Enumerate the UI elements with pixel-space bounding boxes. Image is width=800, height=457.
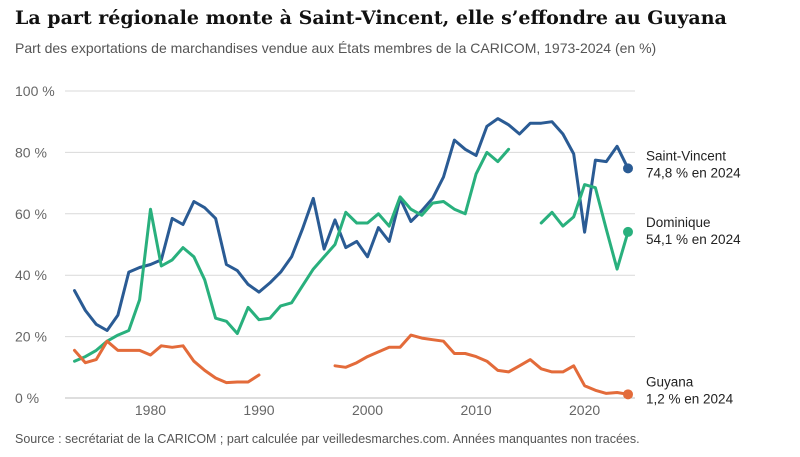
series-value-dominique: 54,1 % en 2024 [646, 232, 741, 247]
y-tick-label: 100 % [15, 83, 55, 99]
series-label-saint_vincent: Saint-Vincent [646, 148, 726, 163]
source-note: Source : secrétariat de la CARICOM ; par… [15, 432, 640, 446]
end-marker-guyana [623, 389, 633, 400]
x-tick-label: 2020 [569, 402, 600, 418]
chart-subtitle: Part des exportations de marchandises ve… [15, 40, 657, 56]
y-tick-label: 60 % [15, 206, 47, 222]
series-value-saint_vincent: 74,8 % en 2024 [646, 165, 741, 180]
y-tick-label: 0 % [15, 390, 39, 406]
series-line-guyana-0 [73, 339, 261, 385]
series-label-guyana: Guyana [646, 374, 694, 389]
x-tick-label: 2000 [352, 402, 383, 418]
x-tick-label: 2010 [460, 402, 491, 418]
series-label-dominique: Dominique [646, 215, 711, 230]
end-marker-saint_vincent [623, 163, 633, 174]
x-tick-label: 1990 [243, 402, 274, 418]
y-tick-label: 20 % [15, 329, 47, 345]
series-line-dominique-1 [539, 183, 630, 271]
y-tick-label: 40 % [15, 267, 47, 283]
series-line-saint_vincent-0 [73, 117, 630, 332]
chart-title: La part régionale monte à Saint-Vincent,… [15, 7, 727, 29]
end-marker-dominique [623, 226, 633, 237]
y-tick-label: 80 % [15, 144, 47, 160]
series-line-guyana-1 [333, 333, 630, 396]
x-tick-label: 1980 [135, 402, 166, 418]
series-value-guyana: 1,2 % en 2024 [646, 391, 734, 406]
series-line-dominique-0 [73, 147, 511, 363]
